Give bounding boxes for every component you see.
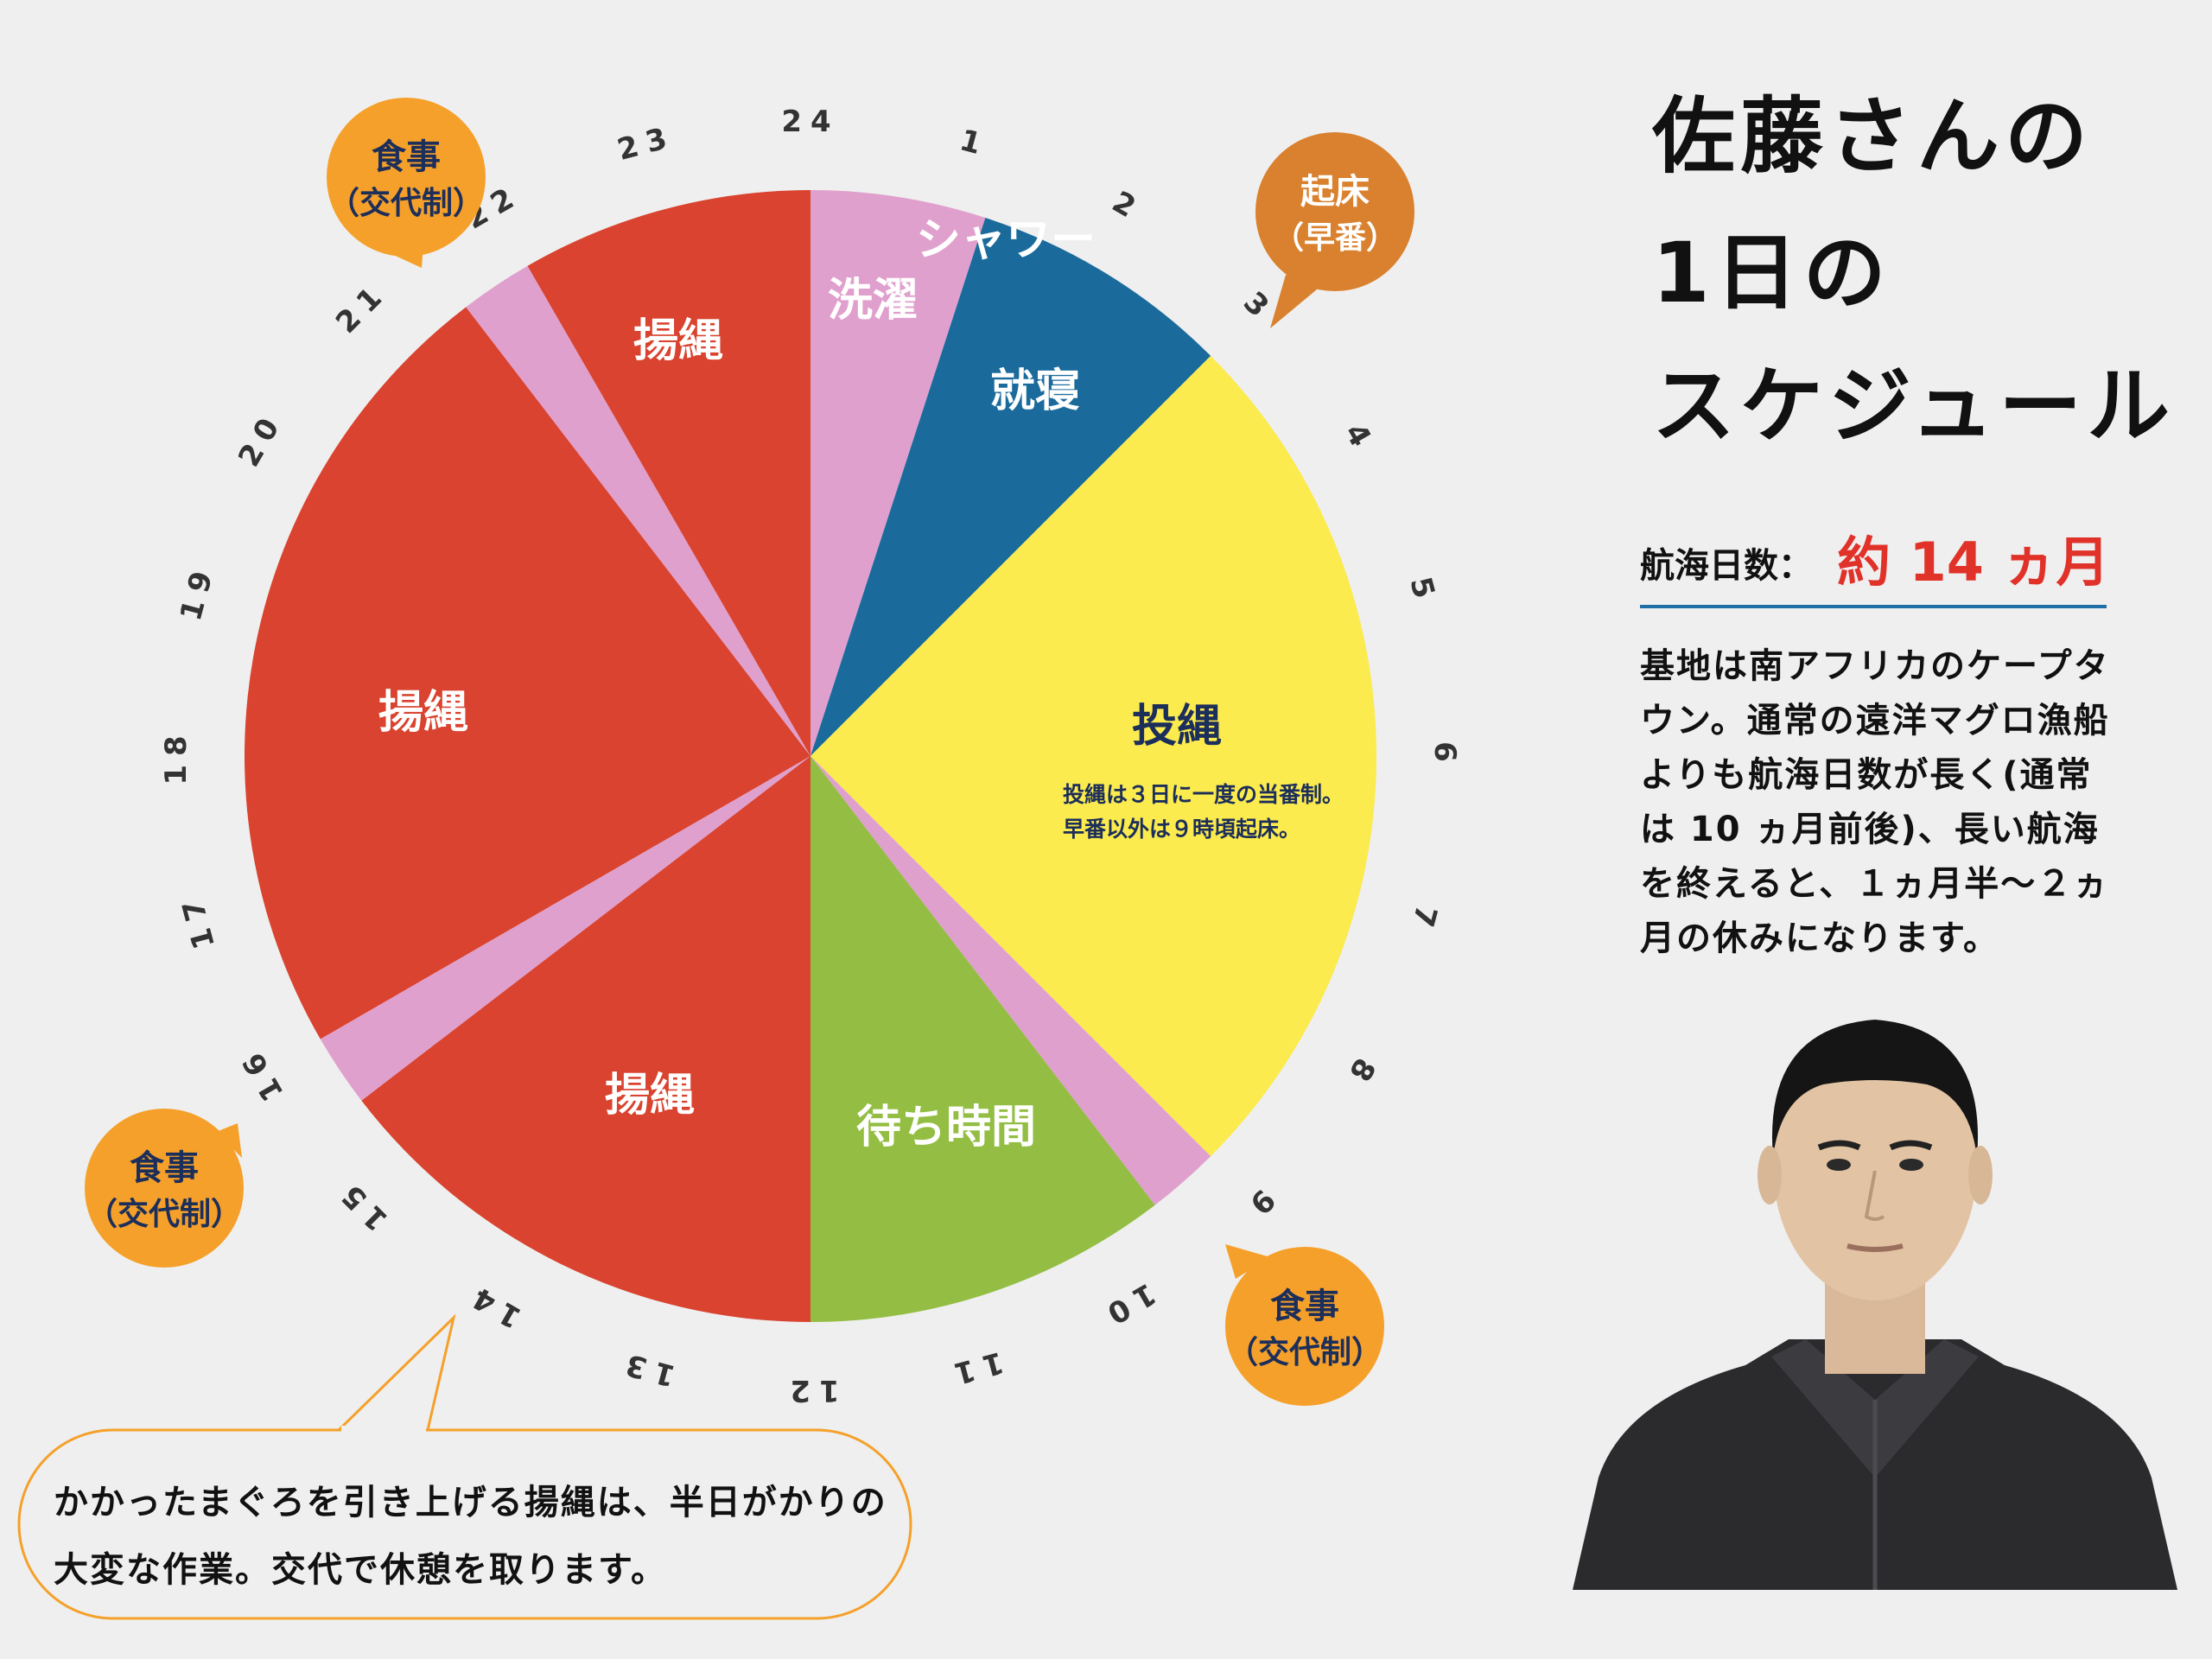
slice-note-text: 早番以外は９時頃起床。	[1063, 817, 1300, 842]
clock-label-13: 13	[613, 1344, 678, 1393]
pie-slice-3	[810, 756, 1211, 1205]
clock-label-1: 1	[957, 123, 994, 163]
clock-label-20: 20	[232, 405, 290, 473]
clock-label-10: 10	[1094, 1276, 1161, 1335]
title-line-3: スケジュール	[1652, 358, 2176, 454]
clock-label-6: 6	[1427, 741, 1462, 771]
clock-label-8: 8	[1338, 1052, 1382, 1094]
pie-slice-5	[361, 756, 810, 1322]
voyage-label: 航海日数：	[1640, 546, 1813, 586]
callout-text: 食事	[372, 137, 441, 177]
clock-label-18: 18	[159, 727, 194, 785]
clock-label-11: 11	[942, 1344, 1007, 1393]
callout-text: （早番）	[1273, 220, 1397, 256]
clock-label-9: 9	[1236, 1182, 1281, 1227]
slice-label-text: 待ち時間	[856, 1102, 1036, 1154]
callout-bubble-0: 起床 （早番）	[1255, 132, 1414, 328]
slice-label-9: 揚縄	[633, 315, 723, 367]
clock-label-5: 5	[1402, 574, 1443, 611]
slice-label-4: 待ち時間	[856, 1102, 1036, 1154]
voyage-info: 航海日数： 約 14 ヵ月	[1640, 518, 2110, 608]
clock-label-4: 4	[1338, 417, 1382, 460]
pie-slice-8	[466, 265, 810, 756]
slice-label-text: 就寝	[990, 365, 1080, 417]
slice-label-5: 揚縄	[605, 1070, 695, 1122]
slice-label-text: シャワー	[916, 214, 1096, 266]
pie-slice-7	[245, 307, 810, 1039]
callout-text: （交代制）	[86, 1196, 242, 1232]
callout-bubble-3: 食事 （交代制）	[327, 98, 486, 268]
slice-label-text: 投縄	[1132, 701, 1222, 753]
clock-label-12: 12	[781, 1373, 839, 1408]
bottom-speech-bubble	[17, 1313, 912, 1620]
clock-label-19: 19	[174, 559, 222, 624]
pie-slice-1	[810, 218, 1211, 756]
callout-bubble-1: 食事 （交代制）	[1225, 1244, 1384, 1406]
slice-label-text: 揚縄	[605, 1070, 695, 1122]
clock-label-7: 7	[1402, 902, 1443, 939]
slice-label-text: 揚縄	[633, 315, 723, 367]
callout-text: （交代制）	[1227, 1334, 1382, 1370]
voyage-value: 約 14 ヵ月	[1837, 531, 2110, 594]
callout-text: （交代制）	[328, 185, 484, 221]
title-line-2: 1日の	[1652, 225, 1891, 321]
callout-text: 起床	[1300, 172, 1370, 212]
callout-text: 食事	[1270, 1287, 1339, 1326]
pie-slice-9	[527, 190, 810, 756]
slice-note-text: 投縄は３日に一度の当番制。	[1063, 782, 1344, 807]
title-line-1: 佐藤さんの	[1652, 88, 2093, 185]
bottom-note-text: かかったまぐろを引き上げる揚縄は、半日がかりの大変な作業。交代で休憩を取ります。	[54, 1483, 887, 1590]
clock-label-24: 24	[781, 105, 839, 139]
callout-text: 食事	[130, 1148, 199, 1188]
pie-slice-6	[320, 756, 810, 1101]
slice-label-7: 揚縄	[378, 687, 468, 739]
clock-label-16: 16	[232, 1039, 290, 1107]
slice-label-text: 揚縄	[378, 687, 468, 739]
clock-label-21: 21	[329, 275, 395, 340]
clock-label-17: 17	[174, 887, 222, 952]
slice-label-1: 就寝	[990, 365, 1080, 417]
portrait-photo	[1573, 1020, 2177, 1590]
slice-label-text: 洗濯	[828, 275, 918, 327]
clock-label-14: 14	[460, 1276, 527, 1335]
clock-label-15: 15	[329, 1172, 395, 1237]
clock-label-2: 2	[1106, 185, 1148, 229]
pie-slice-0	[810, 190, 986, 756]
callout-bubble-2: 食事 （交代制）	[85, 1109, 244, 1268]
pie-slice-4	[810, 756, 1155, 1322]
clock-label-23: 23	[613, 119, 678, 168]
pie-slice-2	[810, 355, 1376, 1157]
description-text: 基地は南アフリカのケープタウン。通常の遠洋マグロ漁船よりも航海日数が長く(通常は…	[1640, 646, 2110, 958]
